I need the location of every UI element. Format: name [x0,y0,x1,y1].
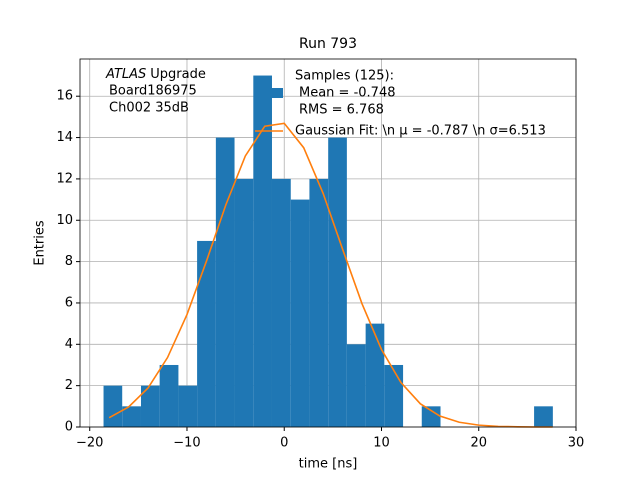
y-tick-label: 14 [56,130,73,145]
annotation-line: Board186975 [109,84,197,99]
annotation-experiment: ATLAS [105,67,146,82]
y-tick-label: 10 [56,213,73,228]
histogram-bar [271,178,291,427]
histogram-bar [328,137,347,427]
x-tick-label: −10 [173,436,200,451]
y-tick-label: 12 [56,171,73,186]
y-tick-label: 16 [56,89,73,104]
annotation-line: Upgrade [150,67,206,82]
histogram-bar [159,364,179,427]
axes-frame [79,58,577,428]
x-tick-label: 10 [373,436,390,451]
y-axis-label: Entries [33,220,48,266]
legend-label: RMS = 6.768 [299,103,384,118]
histogram-bar [215,137,235,427]
histogram-bar [421,406,441,427]
y-tick-label: 4 [65,337,73,352]
histogram-bar [384,364,404,427]
x-tick-label: 20 [470,436,487,451]
histogram-bar [365,323,385,427]
y-tick-label: 8 [65,254,73,269]
histogram-bar [197,240,216,427]
annotation: ATLAS Upgrade [105,67,206,82]
histogram-bar [253,75,272,427]
legend-label: Mean = -0.748 [299,86,395,101]
histogram-bar [346,344,366,427]
legend-swatch [255,88,283,98]
x-axis-label: time [ns] [299,457,358,472]
histogram-bar [534,406,553,427]
histogram-bar [140,385,160,427]
plot-area: −20 −10 0 10 20 30 0 2 4 6 8 10 12 14 16 Samples (125):… [56,58,585,451]
annotation-line: Ch002 35dB [109,101,189,116]
y-tick-label: 0 [65,420,73,435]
fit-line [108,122,553,428]
x-tick-label: −20 [76,436,103,451]
y-tick-label: 2 [65,378,73,393]
x-tick-label: 30 [568,436,585,451]
histogram-bar [122,406,141,427]
histogram-bar [234,178,254,427]
legend-label: Gaussian Fit: \n μ = -0.787 \n σ=6.513 [295,124,546,139]
y-tick-label: 6 [65,295,73,310]
histogram-bar [178,385,198,427]
chart-title: Run 793 [299,36,357,52]
histogram-bar [290,199,310,427]
legend-label: Samples (125): [295,69,394,84]
histogram-bar [103,385,123,427]
histogram-bar [309,178,329,427]
x-tick-label: 0 [280,436,288,451]
